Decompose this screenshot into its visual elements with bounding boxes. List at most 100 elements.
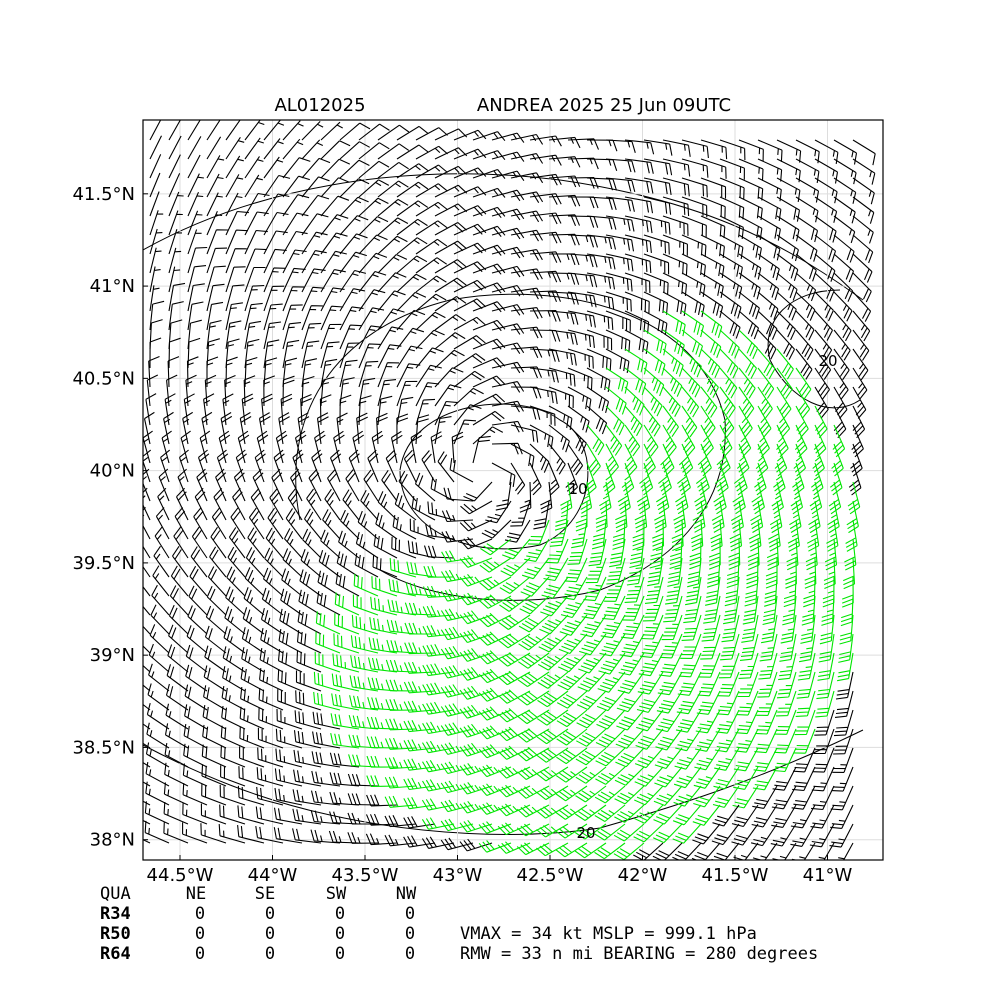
wind-barb bbox=[396, 200, 429, 217]
wind-barb bbox=[396, 237, 428, 255]
wind-barb bbox=[277, 669, 303, 692]
wind-barb bbox=[537, 652, 569, 671]
wind-barb bbox=[736, 443, 750, 477]
wind-barb bbox=[274, 787, 303, 806]
wind-barb bbox=[662, 386, 681, 417]
wind-barb bbox=[833, 234, 855, 263]
wind-barb bbox=[143, 565, 151, 578]
wind-barb bbox=[320, 287, 345, 312]
wind-barb bbox=[662, 234, 688, 256]
wind-barb bbox=[282, 286, 305, 312]
wind-barb bbox=[675, 709, 702, 733]
wind-barb bbox=[852, 405, 866, 439]
wind-barb bbox=[696, 690, 721, 715]
wind-barb bbox=[774, 709, 797, 735]
wind-barb bbox=[850, 443, 863, 477]
wind-barb bbox=[504, 519, 531, 543]
wind-barb bbox=[548, 462, 560, 496]
wind-barb bbox=[704, 576, 721, 606]
wind-barb bbox=[692, 823, 721, 845]
wind-barb bbox=[757, 329, 777, 360]
wind-barb bbox=[168, 604, 189, 635]
wind-barb bbox=[358, 160, 390, 179]
wind-barb bbox=[148, 663, 170, 692]
wind-barb bbox=[700, 234, 725, 259]
wind-barb bbox=[237, 825, 265, 844]
wind-barb bbox=[541, 576, 569, 599]
wind-barb bbox=[549, 519, 569, 547]
wind-barb bbox=[536, 842, 569, 857]
wind-barb bbox=[636, 709, 664, 732]
wind-barb bbox=[422, 740, 455, 754]
wind-barb bbox=[757, 310, 778, 340]
wind-barb bbox=[459, 519, 493, 532]
wind-barb bbox=[459, 685, 493, 700]
wind-barb bbox=[711, 823, 740, 846]
wind-barb bbox=[440, 589, 474, 602]
wind-barb bbox=[168, 337, 181, 369]
wind-barb bbox=[320, 323, 342, 350]
wind-barb bbox=[826, 519, 839, 552]
wind-barb bbox=[594, 785, 626, 804]
wind-barb bbox=[578, 652, 607, 674]
wind-barb bbox=[510, 172, 544, 184]
wind-barb bbox=[239, 726, 265, 749]
table-header: SW bbox=[326, 884, 347, 904]
wind-barb bbox=[161, 430, 172, 464]
wind-barb bbox=[662, 215, 689, 236]
wind-barb bbox=[555, 804, 588, 820]
wind-barb bbox=[510, 462, 526, 495]
wind-barb bbox=[404, 622, 436, 635]
wind-barb bbox=[714, 747, 740, 771]
wind-barb bbox=[149, 120, 162, 141]
wind-barb bbox=[605, 424, 623, 456]
wind-barb bbox=[200, 803, 227, 825]
wind-barb bbox=[536, 728, 569, 745]
wind-barb bbox=[453, 186, 487, 198]
wind-barb bbox=[817, 652, 835, 681]
wind-barb bbox=[744, 576, 759, 607]
wind-barb bbox=[295, 690, 322, 711]
wind-barb bbox=[716, 690, 740, 716]
wind-barb bbox=[221, 686, 246, 711]
wind-barb bbox=[478, 612, 512, 628]
row-label: R34 bbox=[100, 904, 131, 924]
wind-barb bbox=[643, 158, 673, 176]
wind-barb bbox=[259, 668, 284, 692]
wind-barb bbox=[144, 801, 170, 825]
wind-barb bbox=[165, 683, 189, 711]
wind-barb bbox=[149, 266, 161, 293]
wind-barb bbox=[143, 762, 151, 768]
wind-barb bbox=[796, 671, 816, 699]
wind-barb bbox=[339, 178, 370, 198]
wind-barb bbox=[182, 411, 193, 445]
wind-barb bbox=[712, 804, 740, 827]
y-tick-label: 38.5°N bbox=[72, 737, 135, 758]
wind-barb bbox=[678, 443, 694, 477]
wind-barb bbox=[200, 823, 227, 844]
wind-barb bbox=[293, 769, 322, 787]
wind-barb bbox=[643, 253, 670, 275]
wind-barb bbox=[434, 349, 465, 369]
wind-barb bbox=[754, 462, 767, 496]
wind-barb bbox=[829, 462, 843, 496]
wind-barb bbox=[750, 823, 778, 847]
wind-barb bbox=[830, 804, 854, 829]
wind-barb bbox=[719, 405, 735, 438]
wind-barb bbox=[832, 424, 846, 458]
wind-barb bbox=[634, 500, 648, 533]
wind-barb bbox=[703, 595, 721, 624]
wind-barb bbox=[263, 193, 290, 217]
wind-barb bbox=[282, 322, 302, 350]
wind-barb bbox=[331, 673, 360, 692]
wind-barb bbox=[634, 747, 664, 769]
wind-barb bbox=[187, 283, 205, 312]
wind-barb bbox=[543, 557, 569, 582]
wind-barb bbox=[677, 462, 691, 496]
wind-barb bbox=[478, 725, 512, 740]
wind-barb bbox=[548, 348, 577, 366]
wind-barb bbox=[339, 269, 367, 293]
wind-barb bbox=[605, 177, 636, 193]
wind-barb bbox=[165, 703, 189, 730]
wind-barb bbox=[621, 614, 645, 639]
